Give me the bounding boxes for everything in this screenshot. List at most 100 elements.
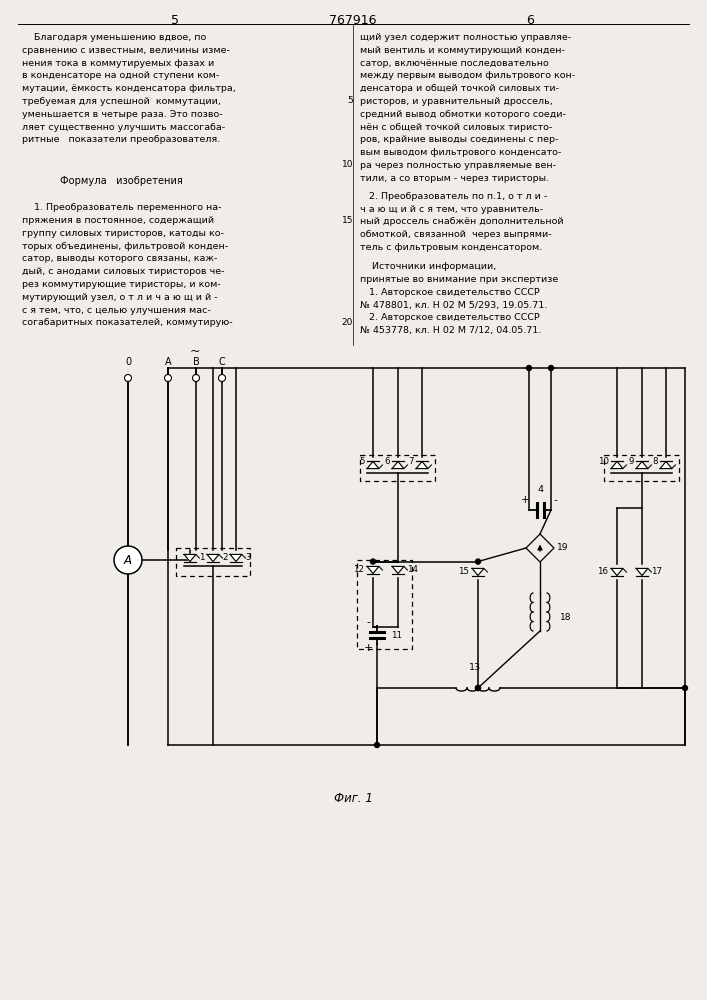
- Text: B: B: [192, 357, 199, 367]
- Text: № 478801, кл. Н 02 М 5/293, 19.05.71.: № 478801, кл. Н 02 М 5/293, 19.05.71.: [360, 301, 547, 310]
- Polygon shape: [184, 554, 196, 562]
- Text: 17: 17: [651, 568, 662, 576]
- Bar: [357, 560, 412, 649]
- Text: 10: 10: [598, 458, 609, 466]
- Text: мутирующий узел, о т л и ч а ю щ и й -: мутирующий узел, о т л и ч а ю щ и й -: [22, 293, 218, 302]
- Text: пряжения в постоянное, содержащий: пряжения в постоянное, содержащий: [22, 216, 214, 225]
- Text: торых объединены, фильтровой конден-: торых объединены, фильтровой конден-: [22, 242, 228, 251]
- Text: A: A: [165, 357, 171, 367]
- Polygon shape: [230, 554, 242, 562]
- Text: -: -: [553, 495, 557, 505]
- Text: 8: 8: [653, 458, 658, 466]
- Text: вым выводом фильтрового конденсато-: вым выводом фильтрового конденсато-: [360, 148, 561, 157]
- Circle shape: [476, 686, 481, 690]
- Polygon shape: [611, 568, 623, 576]
- Circle shape: [476, 686, 481, 690]
- Text: принятые во внимание при экспертизе: принятые во внимание при экспертизе: [360, 275, 559, 284]
- Text: дый, с анодами силовых тиристоров че-: дый, с анодами силовых тиристоров че-: [22, 267, 225, 276]
- Text: 10: 10: [341, 160, 353, 169]
- Text: нён с общей точкой силовых тиристо-: нён с общей точкой силовых тиристо-: [360, 123, 552, 132]
- Text: между первым выводом фильтрового кон-: между первым выводом фильтрового кон-: [360, 71, 575, 80]
- Text: ляет существенно улучшить массогаба-: ляет существенно улучшить массогаба-: [22, 123, 225, 132]
- Text: +: +: [520, 495, 530, 505]
- Text: сатор, выводы которого связаны, каж-: сатор, выводы которого связаны, каж-: [22, 254, 217, 263]
- Bar: [360, 455, 435, 481]
- Text: тили, а со вторым - через тиристоры.: тили, а со вторым - через тиристоры.: [360, 174, 549, 183]
- Text: 15: 15: [458, 566, 469, 576]
- Text: тель с фильтровым конденсатором.: тель с фильтровым конденсатором.: [360, 243, 542, 252]
- Text: обмоткой, связанной  через выпрями-: обмоткой, связанной через выпрями-: [360, 230, 551, 239]
- Text: 11: 11: [391, 631, 402, 640]
- Circle shape: [549, 365, 554, 370]
- Circle shape: [165, 374, 172, 381]
- Text: сатор, включённые последовательно: сатор, включённые последовательно: [360, 59, 549, 68]
- Text: мутации, ёмкость конденсатора фильтра,: мутации, ёмкость конденсатора фильтра,: [22, 84, 235, 93]
- Polygon shape: [392, 461, 404, 469]
- Polygon shape: [636, 568, 648, 576]
- Text: 767916: 767916: [329, 14, 377, 27]
- Text: Благодаря уменьшению вдвое, по: Благодаря уменьшению вдвое, по: [22, 33, 206, 42]
- Text: 7: 7: [409, 458, 414, 466]
- Text: ный дроссель снабжён дополнительной: ный дроссель снабжён дополнительной: [360, 217, 563, 226]
- Text: мый вентиль и коммутирующий конден-: мый вентиль и коммутирующий конден-: [360, 46, 565, 55]
- Text: Формула   изобретения: Формула изобретения: [60, 176, 182, 186]
- Text: с я тем, что, с целью улучшения мас-: с я тем, что, с целью улучшения мас-: [22, 306, 211, 315]
- Polygon shape: [392, 566, 404, 574]
- Text: требуемая для успешной  коммутации,: требуемая для успешной коммутации,: [22, 97, 221, 106]
- Text: 1. Преобразователь переменного на-: 1. Преобразователь переменного на-: [22, 203, 221, 212]
- Circle shape: [114, 546, 142, 574]
- Circle shape: [124, 374, 132, 381]
- Circle shape: [218, 374, 226, 381]
- Text: денсатора и общей точкой силовых ти-: денсатора и общей точкой силовых ти-: [360, 84, 559, 93]
- Polygon shape: [207, 554, 219, 562]
- Text: № 453778, кл. Н 02 М 7/12, 04.05.71.: № 453778, кл. Н 02 М 7/12, 04.05.71.: [360, 326, 542, 335]
- Text: 3: 3: [245, 552, 250, 562]
- Polygon shape: [367, 566, 379, 574]
- Text: 6: 6: [526, 14, 534, 27]
- Text: Источники информации,: Источники информации,: [360, 262, 496, 271]
- Text: группу силовых тиристоров, катоды ко-: группу силовых тиристоров, катоды ко-: [22, 229, 224, 238]
- Polygon shape: [416, 461, 428, 469]
- Text: 4: 4: [537, 485, 543, 494]
- Text: 5: 5: [171, 14, 179, 27]
- Circle shape: [370, 559, 375, 564]
- Text: 18: 18: [560, 612, 571, 621]
- Text: -: -: [366, 617, 370, 627]
- Text: нения тока в коммутируемых фазах и: нения тока в коммутируемых фазах и: [22, 59, 214, 68]
- Text: 0: 0: [125, 357, 131, 367]
- Text: C: C: [218, 357, 226, 367]
- Text: 6: 6: [385, 458, 390, 466]
- Text: 1: 1: [199, 552, 204, 562]
- Circle shape: [527, 365, 532, 370]
- Text: согабаритных показателей, коммутирую-: согабаритных показателей, коммутирую-: [22, 318, 233, 327]
- Text: 16: 16: [597, 568, 608, 576]
- Text: в конденсаторе на одной ступени ком-: в конденсаторе на одной ступени ком-: [22, 71, 219, 80]
- Text: 2. Преобразователь по п.1, о т л и -: 2. Преобразователь по п.1, о т л и -: [360, 192, 547, 201]
- Text: ра через полностью управляемые вен-: ра через полностью управляемые вен-: [360, 161, 556, 170]
- Text: ~: ~: [189, 345, 200, 358]
- Text: сравнению с известным, величины изме-: сравнению с известным, величины изме-: [22, 46, 230, 55]
- Text: 14: 14: [407, 564, 418, 574]
- Circle shape: [476, 559, 481, 564]
- Polygon shape: [367, 461, 379, 469]
- Text: 15: 15: [341, 216, 353, 225]
- Polygon shape: [611, 461, 623, 469]
- Text: ч а ю щ и й с я тем, что уравнитель-: ч а ю щ и й с я тем, что уравнитель-: [360, 205, 543, 214]
- Text: 2. Авторское свидетельство СССР: 2. Авторское свидетельство СССР: [360, 313, 539, 322]
- Polygon shape: [660, 461, 672, 469]
- Text: 5: 5: [347, 96, 353, 105]
- Circle shape: [682, 686, 687, 690]
- Bar: [176, 548, 250, 576]
- Text: Фиг. 1: Фиг. 1: [334, 792, 373, 805]
- Text: 20: 20: [341, 318, 353, 327]
- Text: 13: 13: [469, 663, 481, 672]
- Text: ритные   показатели преобразователя.: ритные показатели преобразователя.: [22, 135, 221, 144]
- Text: A: A: [124, 554, 132, 568]
- Text: 2: 2: [222, 552, 228, 562]
- Text: рез коммутирующие тиристоры, и ком-: рез коммутирующие тиристоры, и ком-: [22, 280, 221, 289]
- Text: уменьшается в четыре раза. Это позво-: уменьшается в четыре раза. Это позво-: [22, 110, 223, 119]
- Polygon shape: [636, 461, 648, 469]
- Circle shape: [192, 374, 199, 381]
- Text: 19: 19: [557, 544, 568, 552]
- Circle shape: [375, 742, 380, 748]
